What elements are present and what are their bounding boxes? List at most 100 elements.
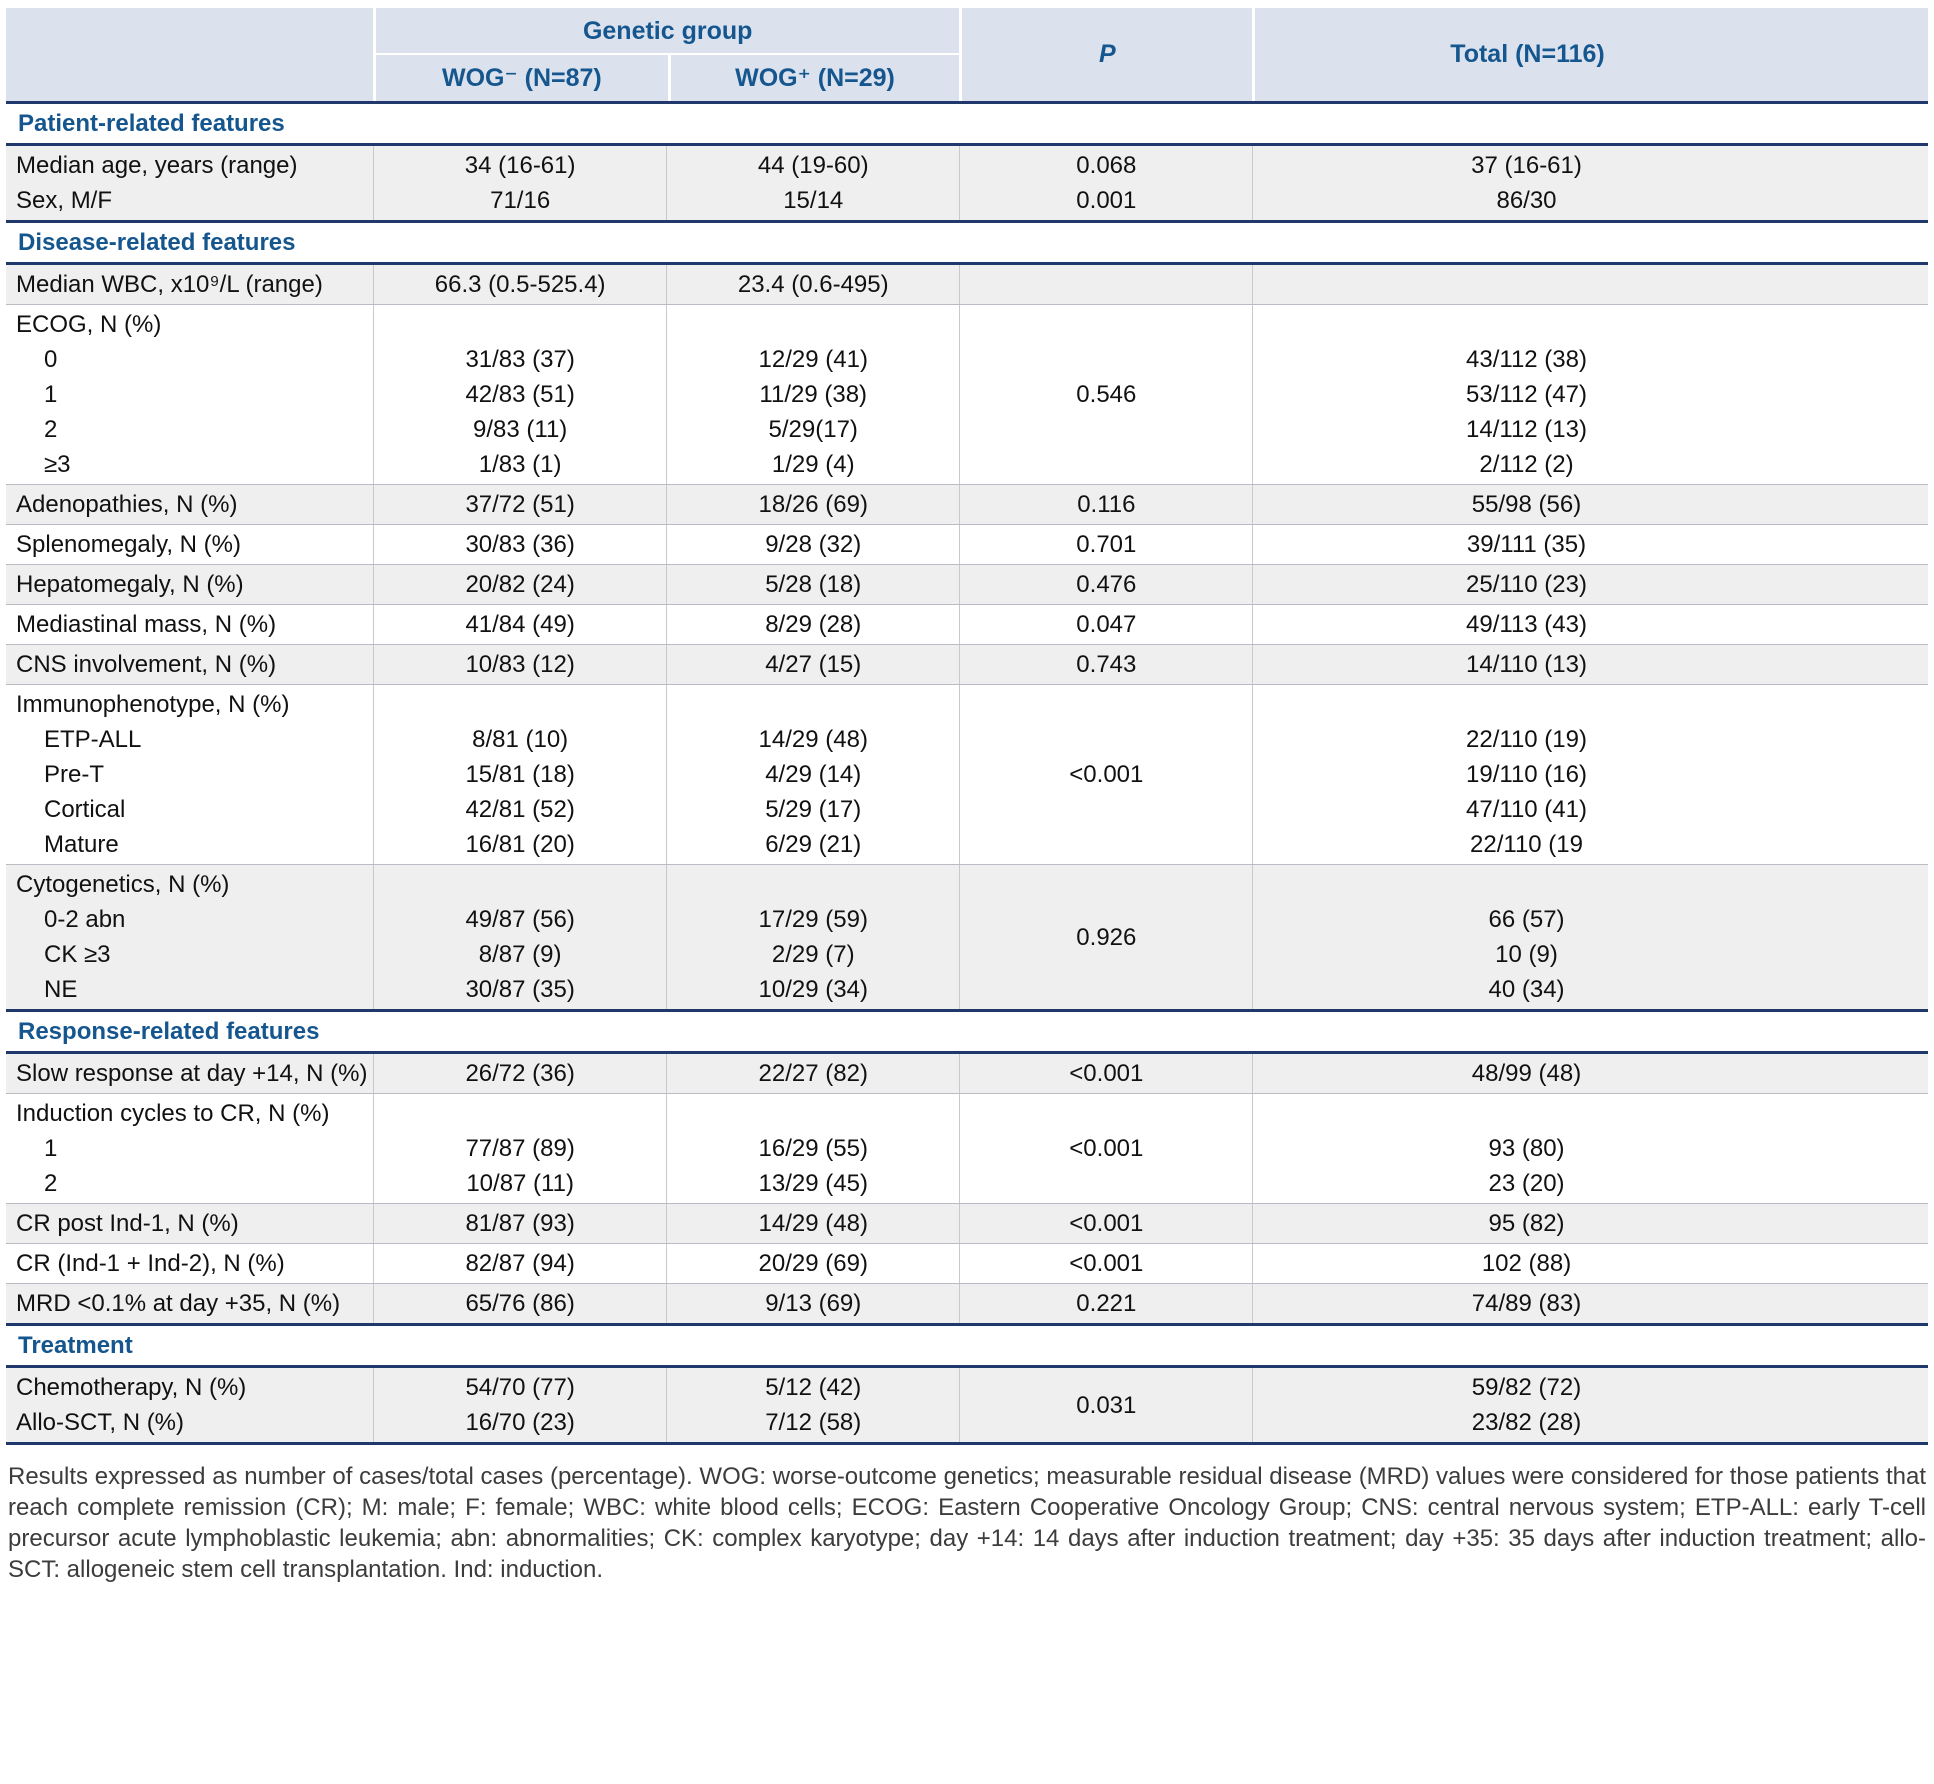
cell-line: 14/110 (13) (1466, 651, 1587, 678)
p-value: <0.001 (959, 685, 1252, 864)
cell-line: 14/112 (13) (1466, 416, 1587, 443)
cell-line: 17/29 (59) (758, 906, 868, 933)
cell-line (667, 1096, 959, 1131)
cell-line: <0.001 (1069, 1250, 1144, 1277)
cell-line: 0.701 (1076, 531, 1137, 558)
value-wog-negative: 54/70 (77) 16/70 (23) (373, 1368, 666, 1442)
table-row: Immunophenotype, N (%) ETP-ALL Pre-T Cortic… (6, 684, 1928, 864)
cell-line: 42/83 (51) (465, 381, 575, 408)
row-label: CNS involvement, N (%) (6, 645, 373, 684)
p-value: <0.001 (959, 1094, 1252, 1203)
column-header-wog-negative: WOG⁻ (N=87) (442, 64, 602, 92)
cell-line (374, 307, 666, 342)
cell-line: Allo-SCT, N (%) (16, 1409, 185, 1436)
cell-line: 55/98 (56) (1471, 491, 1582, 518)
cell-line: 16/29 (55) (758, 1135, 868, 1162)
value-wog-positive: 9/13 (69) (666, 1284, 959, 1323)
cell-line: 74/89 (83) (1471, 1290, 1582, 1317)
table-row: Median age, years (range) Sex, M/F 34 (16-… (6, 146, 1928, 220)
value-total: 48/99 (48) (1252, 1054, 1928, 1093)
cell-line: 1 (44, 381, 58, 408)
table-row: CR (Ind-1 + Ind-2), N (%) 82/87 (94) 20/29… (6, 1243, 1928, 1283)
p-value: 0.031 (959, 1368, 1252, 1442)
cell-line: Splenomegaly, N (%) (16, 531, 241, 558)
cell-line: 16/70 (23) (465, 1409, 575, 1436)
cell-line: 5/28 (18) (765, 571, 862, 598)
value-total: 66 (57) 10 (9) 40 (34) (1252, 865, 1928, 1009)
cell-line: 95 (82) (1488, 1210, 1565, 1237)
cell-line: 42/81 (52) (465, 796, 575, 823)
value-wog-positive: 23.4 (0.6-495) (666, 265, 959, 304)
cell-line: 0.476 (1076, 571, 1137, 598)
cell-line: 0-2 abn (44, 906, 126, 933)
p-value (959, 265, 1252, 304)
characteristics-table: Genetic group WOG⁻ (N=87) WOG⁺ (N=29) P … (6, 8, 1928, 1445)
cell-line: 22/110 (19 (1470, 831, 1583, 858)
value-total: 14/110 (13) (1252, 645, 1928, 684)
value-wog-positive: 14/29 (48) (666, 1204, 959, 1243)
value-wog-positive: 5/28 (18) (666, 565, 959, 604)
cell-line: Adenopathies, N (%) (16, 491, 238, 518)
cell-line (1253, 267, 1799, 302)
cell-line: 34 (16-61) (464, 152, 576, 179)
cell-line: 19/110 (16) (1466, 761, 1587, 788)
value-total: 22/110 (19) 19/110 (16) 47/110 (41) 22/110 … (1252, 685, 1928, 864)
cell-line: Chemotherapy, N (%) (16, 1374, 247, 1401)
column-header-genetic-group: Genetic group WOG⁻ (N=87) WOG⁺ (N=29) (373, 8, 960, 101)
cell-line: 20/82 (24) (465, 571, 575, 598)
cell-line: 77/87 (89) (465, 1135, 575, 1162)
genetic-group-title: Genetic group (376, 8, 960, 55)
cell-line: <0.001 (1069, 1210, 1144, 1237)
cell-line: 2 (44, 1170, 58, 1197)
row-label: CR (Ind-1 + Ind-2), N (%) (6, 1244, 373, 1283)
value-wog-negative: 20/82 (24) (373, 565, 666, 604)
cell-line: 10/29 (34) (758, 976, 868, 1003)
p-value: 0.221 (959, 1284, 1252, 1323)
cell-line: 71/16 (490, 187, 551, 214)
value-total: 102 (88) (1252, 1244, 1928, 1283)
cell-line: Mature (44, 831, 119, 858)
cell-line: 23 (20) (1488, 1170, 1565, 1197)
cell-line (667, 307, 959, 342)
value-wog-negative: 37/72 (51) (373, 485, 666, 524)
value-total: 25/110 (23) (1252, 565, 1928, 604)
cell-line: CK ≥3 (44, 941, 111, 968)
value-wog-negative: 81/87 (93) (373, 1204, 666, 1243)
cell-line: 53/112 (47) (1466, 381, 1587, 408)
row-label: Induction cycles to CR, N (%) 1 2 (6, 1094, 373, 1203)
cell-line: 44 (19-60) (757, 152, 869, 179)
cell-line: 102 (88) (1481, 1250, 1572, 1277)
p-value: 0.116 (959, 485, 1252, 524)
p-value: 0.476 (959, 565, 1252, 604)
cell-line: 66 (57) (1488, 906, 1565, 933)
cell-line: 37 (16-61) (1471, 152, 1582, 179)
cell-line: 8/81 (10) (472, 726, 569, 753)
value-total: 93 (80) 23 (20) (1252, 1094, 1928, 1203)
cell-line: <0.001 (1069, 1135, 1144, 1162)
cell-line (374, 1096, 666, 1131)
cell-line: Pre-T (44, 761, 104, 788)
cell-line: 14/29 (48) (758, 726, 868, 753)
row-label: MRD <0.1% at day +35, N (%) (6, 1284, 373, 1323)
value-wog-positive: 12/29 (41) 11/29 (38) 5/29(17) 1/29 (4) (666, 305, 959, 484)
table-row: CR post Ind-1, N (%) 81/87 (93) 14/29 (48)… (6, 1203, 1928, 1243)
cell-line: 5/29(17) (768, 416, 858, 443)
cell-line: CR (Ind-1 + Ind-2), N (%) (16, 1250, 285, 1277)
value-wog-positive: 22/27 (82) (666, 1054, 959, 1093)
table-row: Mediastinal mass, N (%) 41/84 (49) 8/29 (2… (6, 604, 1928, 644)
cell-line: Mediastinal mass, N (%) (16, 611, 277, 638)
value-wog-positive: 17/29 (59) 2/29 (7) 10/29 (34) (666, 865, 959, 1009)
cell-line: 0.001 (1076, 187, 1137, 214)
cell-line: 11/29 (38) (759, 381, 868, 408)
table-row: Cytogenetics, N (%) 0-2 abn CK ≥3 NE 49/87 (… (6, 864, 1928, 1009)
column-header-p: P (959, 8, 1252, 101)
value-wog-negative: 30/83 (36) (373, 525, 666, 564)
section-header: Response-related features (6, 1009, 1928, 1054)
row-label: Adenopathies, N (%) (6, 485, 373, 524)
cell-line: 82/87 (94) (465, 1250, 575, 1277)
table-row: Chemotherapy, N (%) Allo-SCT, N (%) 54/70 … (6, 1368, 1928, 1442)
cell-line: 5/29 (17) (765, 796, 862, 823)
cell-line: 0.546 (1076, 381, 1137, 408)
table-header: Genetic group WOG⁻ (N=87) WOG⁺ (N=29) P … (6, 8, 1928, 101)
cell-line: 2/29 (7) (771, 941, 855, 968)
